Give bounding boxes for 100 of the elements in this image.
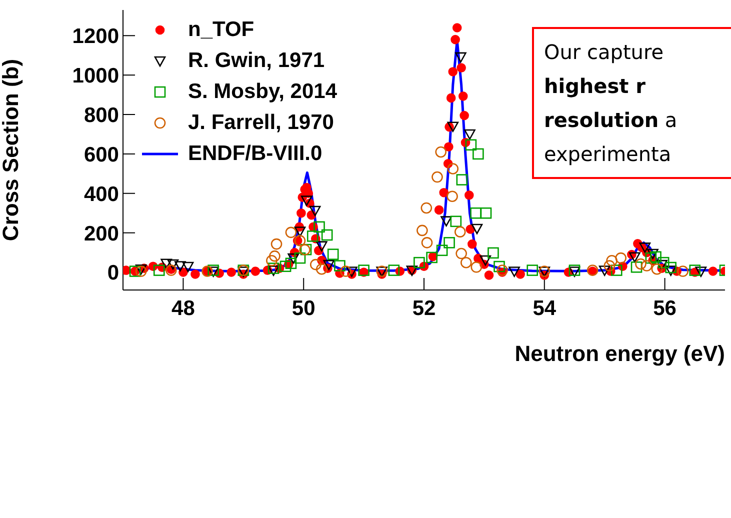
y-tick-label: 800 xyxy=(84,104,119,127)
point xyxy=(494,260,505,272)
point xyxy=(334,260,346,272)
point xyxy=(635,258,646,270)
point xyxy=(314,221,325,233)
point xyxy=(630,261,642,273)
point xyxy=(689,264,701,276)
legend-label: R. Gwin, 1971 xyxy=(188,48,325,72)
point xyxy=(327,248,339,260)
point xyxy=(639,242,651,253)
point xyxy=(153,264,165,276)
legend-label: S. Mosby, 2014 xyxy=(188,80,338,104)
point xyxy=(444,237,455,248)
point xyxy=(447,122,459,132)
point xyxy=(285,226,297,238)
point xyxy=(294,252,306,264)
point xyxy=(456,174,468,186)
x-tick-label: 54 xyxy=(532,296,556,320)
point xyxy=(167,259,179,270)
y-tick-label: 200 xyxy=(84,222,119,246)
point xyxy=(695,266,707,277)
point xyxy=(606,254,618,266)
point xyxy=(615,252,627,264)
point xyxy=(629,252,640,263)
y-tick-label: 600 xyxy=(84,143,119,166)
x-axis-title: Neutron energy (eV) xyxy=(514,341,725,366)
point xyxy=(650,251,662,263)
point xyxy=(471,224,483,234)
y-tick-label: 1000 xyxy=(72,64,119,88)
point xyxy=(182,262,194,272)
point xyxy=(358,264,370,276)
point xyxy=(174,261,186,272)
point xyxy=(447,163,459,174)
point xyxy=(310,258,322,270)
point xyxy=(321,229,333,241)
point xyxy=(641,260,652,272)
annotation: Our capture highest r resolution a experimenta xyxy=(544,39,678,168)
point xyxy=(470,261,482,273)
point xyxy=(450,216,462,228)
point xyxy=(294,226,306,237)
y-tick-label: 0 xyxy=(107,262,119,285)
point xyxy=(526,264,538,276)
point xyxy=(647,248,658,260)
point xyxy=(488,247,499,259)
point xyxy=(416,224,428,236)
point xyxy=(268,266,280,276)
point xyxy=(270,238,282,250)
point xyxy=(420,202,432,214)
x-tick-label: 50 xyxy=(292,296,316,320)
point xyxy=(470,207,482,219)
point xyxy=(421,237,433,248)
point xyxy=(323,260,335,270)
point xyxy=(465,139,477,151)
point xyxy=(432,171,443,183)
point xyxy=(160,258,172,270)
point xyxy=(496,264,508,276)
x-tick-label: 48 xyxy=(172,296,196,320)
y-tick-label: 1200 xyxy=(72,25,119,48)
point xyxy=(480,255,492,266)
x-tick-label: 52 xyxy=(412,296,436,320)
point xyxy=(455,52,466,63)
point xyxy=(658,256,670,268)
point xyxy=(268,262,280,274)
y-axis-title: Cross Section (b) xyxy=(0,58,23,242)
point xyxy=(309,206,321,216)
point xyxy=(266,254,278,266)
point xyxy=(472,148,484,160)
point xyxy=(665,266,676,276)
point xyxy=(677,266,689,277)
point xyxy=(460,256,472,268)
point xyxy=(464,129,476,140)
point xyxy=(280,260,292,272)
point xyxy=(436,244,448,256)
point xyxy=(598,266,610,276)
point xyxy=(665,262,676,274)
point xyxy=(446,190,458,202)
legend-label: ENDF/B-VIII.0 xyxy=(188,142,322,166)
x-tick-label: 56 xyxy=(653,296,676,320)
point xyxy=(316,241,328,252)
point xyxy=(604,260,616,272)
point xyxy=(651,263,663,275)
point xyxy=(288,253,300,264)
y-tick-label: 400 xyxy=(84,182,119,206)
legend-label: n_TOF xyxy=(188,18,254,42)
legend-label: J. Farrell, 1970 xyxy=(188,110,334,134)
point xyxy=(440,216,452,226)
point xyxy=(656,260,668,270)
point xyxy=(610,264,622,276)
point xyxy=(269,250,280,262)
point xyxy=(285,258,297,270)
point xyxy=(300,196,312,206)
point xyxy=(480,207,492,219)
point xyxy=(294,235,306,246)
point xyxy=(414,256,425,268)
point xyxy=(316,263,328,275)
point xyxy=(456,248,467,260)
point xyxy=(454,226,466,238)
point xyxy=(340,266,352,277)
point xyxy=(388,264,400,276)
point xyxy=(435,146,447,158)
